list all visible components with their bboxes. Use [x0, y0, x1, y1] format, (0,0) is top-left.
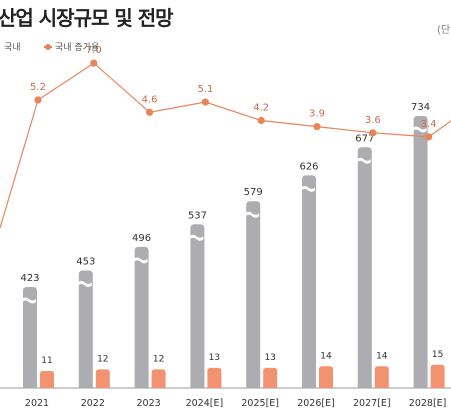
bar-small-label: 12: [153, 354, 164, 364]
axis-break-mark: [189, 234, 204, 241]
x-tick-label: 2027[E]: [353, 398, 391, 409]
bar-small-label: 12: [97, 354, 108, 364]
bar-small-label: 14: [320, 351, 332, 361]
growth-point-label: 3.4: [421, 119, 437, 130]
axis-break-mark: [133, 257, 148, 264]
legend-item-domestic: 국내: [0, 40, 21, 53]
bar-domestic-label: 626: [299, 161, 318, 172]
x-tick-label: 2025[E]: [241, 398, 279, 409]
bar-small: [207, 367, 222, 388]
bar-small-label: 13: [209, 353, 220, 363]
bar-small: [95, 369, 110, 388]
bar-domestic: [134, 246, 149, 388]
legend-domestic-label: 국내: [4, 43, 21, 53]
axis-break-mark: [301, 185, 315, 192]
unit-label: (단: [437, 25, 451, 36]
bar-domestic-label: 496: [132, 233, 151, 244]
axis-break-mark: [77, 281, 92, 287]
bar-small: [430, 364, 445, 388]
axis-break-mark: [356, 157, 371, 164]
growth-point: [90, 59, 98, 67]
bar-domestic: [246, 201, 261, 388]
bar-small: [319, 366, 333, 388]
bar-domestic: [413, 115, 428, 388]
bar-small: [40, 370, 54, 388]
x-tick-label: 2021: [25, 398, 49, 409]
growth-line: [0, 62, 451, 229]
x-tick-label: 2022: [81, 398, 105, 409]
bar-small: [151, 369, 166, 388]
bar-domestic: [302, 175, 316, 388]
axis-break-mark: [22, 297, 36, 304]
growth-point: [146, 108, 154, 116]
bar-domestic: [78, 270, 93, 388]
growth-point: [201, 98, 209, 106]
growth-point-label: 4.6: [142, 94, 158, 105]
bar-domestic-label: 453: [76, 257, 95, 268]
growth-point-label: 7.0: [86, 45, 102, 56]
growth-point-label: 3.9: [309, 109, 325, 120]
growth-point: [257, 116, 265, 125]
bar-small-label: 15: [432, 350, 443, 360]
growth-point: [313, 123, 321, 131]
x-tick-label: 2028[E]: [409, 398, 447, 409]
x-tick-label: 2024[E]: [186, 398, 224, 409]
x-tick-label: 2023: [137, 398, 161, 409]
bar-small-label: 14: [376, 351, 388, 361]
bar-domestic: [23, 287, 37, 388]
growth-point-label: 5.1: [197, 84, 213, 95]
bar-domestic-label: 579: [244, 187, 263, 198]
bar-domestic: [357, 147, 372, 388]
x-tick-label: 2026[E]: [297, 398, 335, 409]
growth-point: [425, 133, 433, 141]
bar-domestic-label: 734: [411, 102, 430, 113]
growth-point: [369, 129, 377, 137]
axis-break-mark: [412, 126, 427, 133]
bar-domestic-label: 423: [20, 273, 39, 284]
bar-domestic: [190, 224, 205, 388]
growth-point: [34, 96, 42, 104]
bar-small-label: 11: [41, 356, 52, 366]
bar-domestic-label: 537: [188, 210, 207, 221]
bar-small: [263, 367, 278, 388]
legend-item-growth: 국내 증가율: [44, 40, 99, 53]
chart-title: 산업 시장규모 및 전망: [0, 6, 173, 30]
axis-break-mark: [245, 211, 260, 218]
legend-growth-marker: [45, 43, 51, 50]
growth-point-label: 3.6: [365, 115, 381, 126]
legend-growth-label: 국내 증가율: [55, 43, 100, 53]
bar-small-label: 13: [264, 353, 275, 363]
growth-point-label: 5.2: [30, 82, 46, 93]
bar-small: [374, 366, 389, 388]
growth-point-label: 4.2: [253, 103, 269, 114]
bar-domestic-label: 677: [355, 133, 374, 144]
